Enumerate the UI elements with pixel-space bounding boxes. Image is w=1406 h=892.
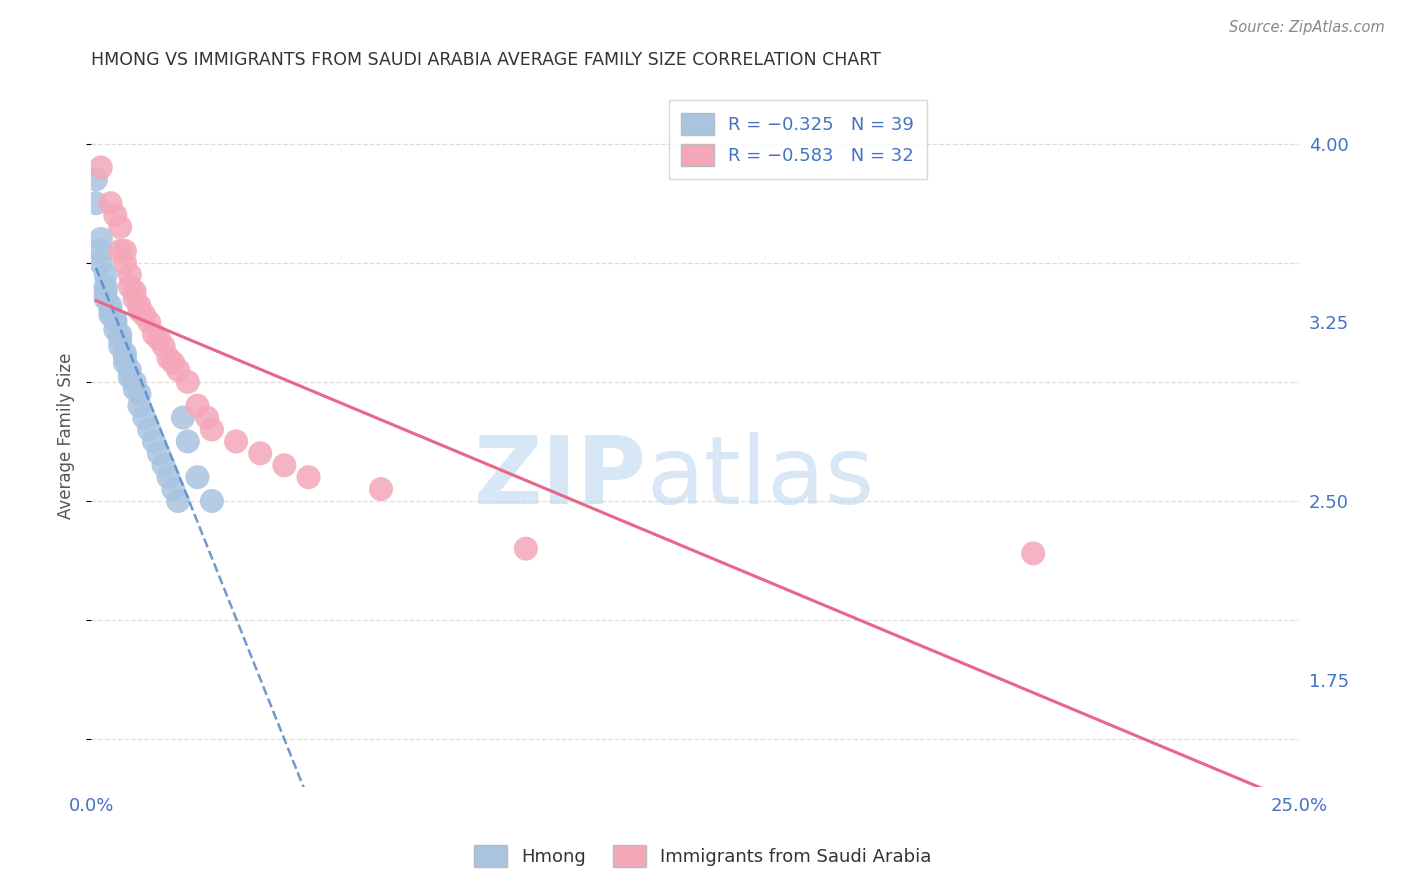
Point — [128, 399, 150, 413]
Point — [157, 351, 180, 365]
Point — [90, 161, 112, 175]
Y-axis label: Average Family Size: Average Family Size — [58, 352, 75, 518]
Point — [142, 434, 165, 449]
Point — [118, 268, 141, 282]
Point — [152, 339, 174, 353]
Text: atlas: atlas — [647, 432, 875, 524]
Point — [90, 232, 112, 246]
Point — [124, 285, 146, 299]
Point — [94, 279, 117, 293]
Point — [195, 410, 218, 425]
Point — [186, 399, 208, 413]
Point — [84, 172, 107, 186]
Point — [118, 279, 141, 293]
Point — [94, 285, 117, 299]
Point — [162, 356, 184, 370]
Point — [108, 332, 131, 346]
Text: HMONG VS IMMIGRANTS FROM SAUDI ARABIA AVERAGE FAMILY SIZE CORRELATION CHART: HMONG VS IMMIGRANTS FROM SAUDI ARABIA AV… — [91, 51, 882, 69]
Point — [172, 410, 194, 425]
Point — [104, 322, 127, 336]
Text: ZIP: ZIP — [474, 432, 647, 524]
Point — [114, 244, 136, 258]
Point — [104, 208, 127, 222]
Point — [124, 375, 146, 389]
Point — [167, 363, 190, 377]
Point — [157, 470, 180, 484]
Text: Source: ZipAtlas.com: Source: ZipAtlas.com — [1229, 20, 1385, 35]
Point — [104, 315, 127, 329]
Point — [128, 299, 150, 313]
Point — [249, 446, 271, 460]
Point — [114, 351, 136, 365]
Point — [108, 339, 131, 353]
Point — [100, 303, 122, 318]
Point — [124, 382, 146, 396]
Legend: R = −0.325   N = 39, R = −0.583   N = 32: R = −0.325 N = 39, R = −0.583 N = 32 — [669, 100, 927, 178]
Point — [84, 196, 107, 211]
Point — [134, 410, 156, 425]
Point — [108, 327, 131, 342]
Point — [370, 482, 392, 496]
Point — [100, 299, 122, 313]
Point — [128, 303, 150, 318]
Point — [104, 313, 127, 327]
Point — [94, 268, 117, 282]
Point — [90, 244, 112, 258]
Point — [142, 327, 165, 342]
Point — [134, 308, 156, 322]
Point — [148, 332, 170, 346]
Point — [1022, 546, 1045, 560]
Point — [100, 308, 122, 322]
Point — [201, 423, 224, 437]
Point — [108, 244, 131, 258]
Point — [177, 375, 200, 389]
Point — [128, 386, 150, 401]
Point — [100, 196, 122, 211]
Point — [138, 423, 160, 437]
Point — [273, 458, 295, 473]
Point — [114, 256, 136, 270]
Point — [118, 363, 141, 377]
Point — [108, 220, 131, 235]
Point — [152, 458, 174, 473]
Point — [225, 434, 247, 449]
Point — [167, 494, 190, 508]
Point — [148, 446, 170, 460]
Point — [138, 315, 160, 329]
Point — [297, 470, 319, 484]
Point — [124, 292, 146, 306]
Point — [114, 346, 136, 360]
Point — [201, 494, 224, 508]
Legend: Hmong, Immigrants from Saudi Arabia: Hmong, Immigrants from Saudi Arabia — [467, 838, 939, 874]
Point — [162, 482, 184, 496]
Point — [90, 256, 112, 270]
Point — [94, 292, 117, 306]
Point — [177, 434, 200, 449]
Point — [515, 541, 537, 556]
Point — [118, 370, 141, 384]
Point — [186, 470, 208, 484]
Point — [114, 356, 136, 370]
